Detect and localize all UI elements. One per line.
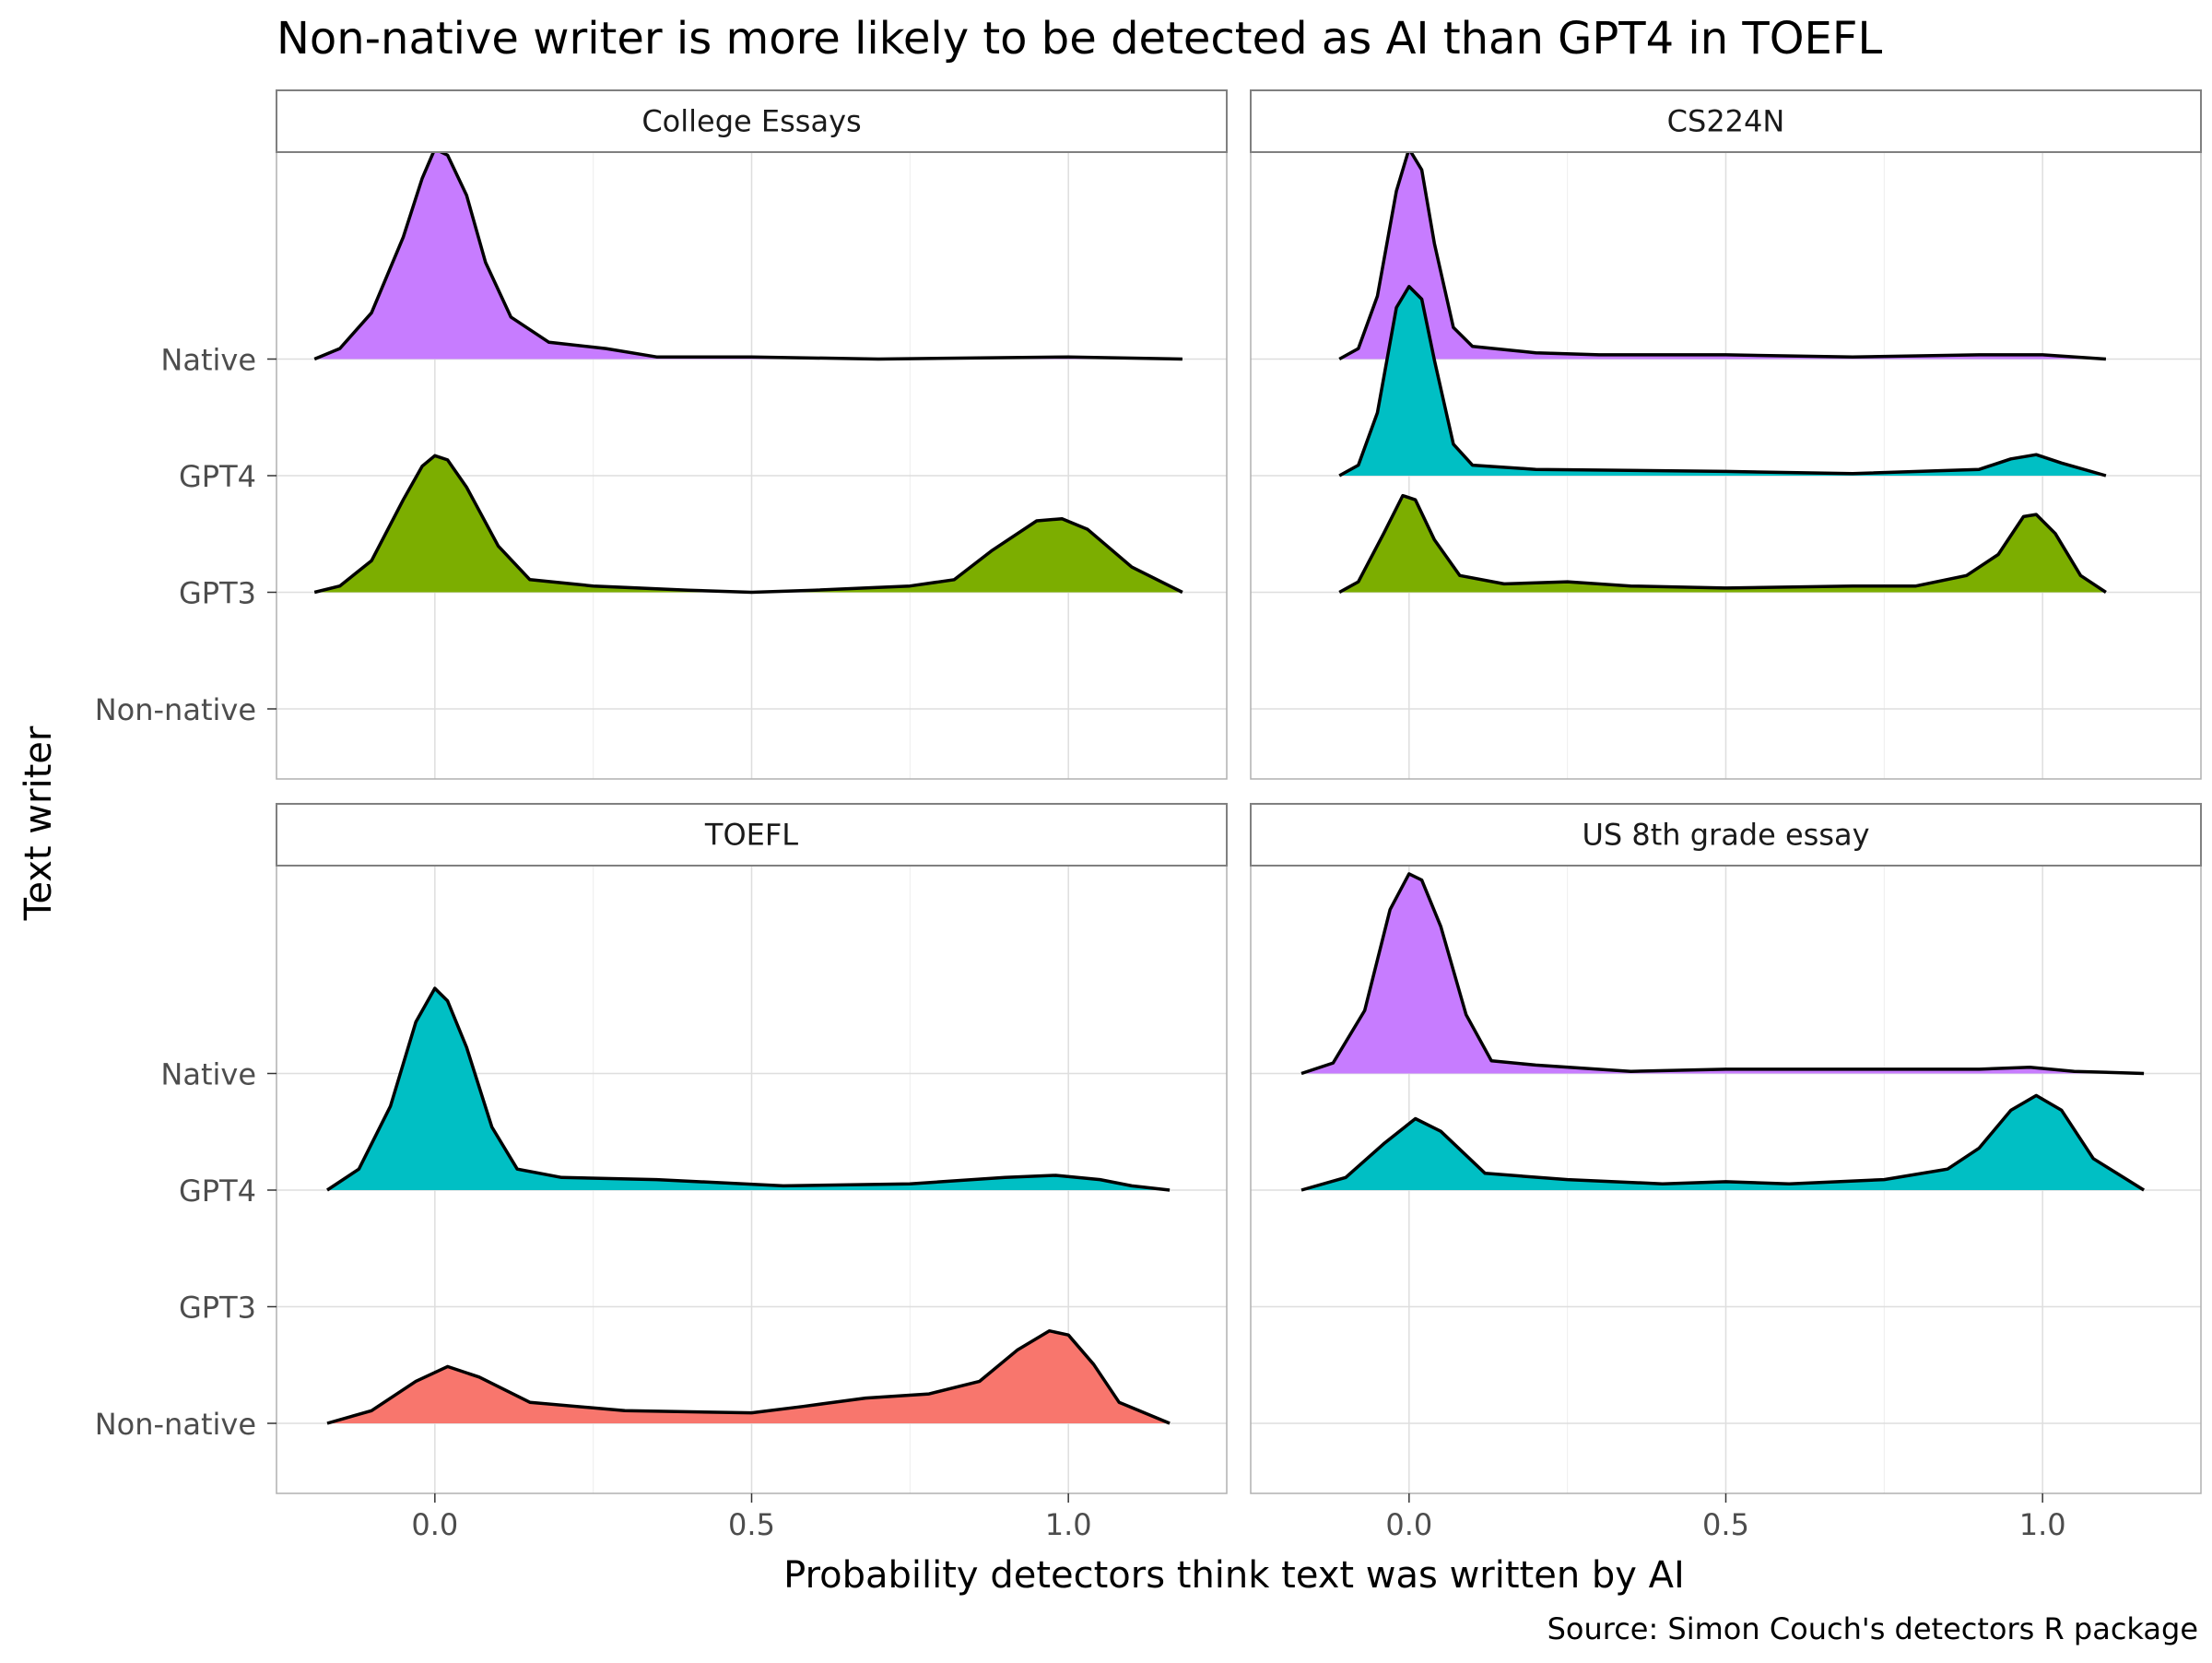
facet-panel: TOEFL Non-native GPT3 GPT4 Native 0.0 0.5 1.0: [95, 803, 1228, 1542]
x-tick-label: 0.5: [1702, 1507, 1749, 1542]
chart-caption: Source: Simon Couch's detectors R packag…: [1547, 1611, 2198, 1646]
x-tick-label: 0.0: [1385, 1507, 1432, 1542]
y-tick-label: GPT3: [179, 1291, 256, 1326]
x-tick-label: 0.5: [728, 1507, 775, 1542]
y-tick-label: Non-native: [95, 1407, 256, 1442]
y-tick-label: Non-native: [95, 692, 256, 727]
density-line: [1338, 147, 2107, 361]
facet-strip: [276, 89, 1228, 153]
density-area: [1301, 1095, 2145, 1190]
y-tick-label: GPT3: [179, 576, 256, 611]
density-line: [313, 454, 1183, 595]
density-area: [314, 148, 1182, 360]
facet-strip-label: US 8th grade essay: [1582, 818, 1869, 853]
chart-title: Non-native writer is more likely to be d…: [276, 13, 1882, 65]
density-area: [314, 455, 1182, 593]
density-area: [327, 988, 1171, 1190]
density-area: [1301, 873, 2145, 1074]
facet-strip-label: College Essays: [641, 104, 861, 139]
x-tick-label: 1.0: [2019, 1507, 2066, 1542]
facet-strip: [1250, 89, 2202, 153]
facet-strip-label: TOEFL: [704, 818, 798, 853]
y-tick-label: GPT4: [179, 459, 256, 494]
facet-strip: [276, 803, 1228, 867]
density-line: [313, 147, 1182, 361]
facet-panel: CS224N: [1250, 89, 2202, 780]
density-line: [1300, 872, 2145, 1076]
facet-strip-label: CS224N: [1667, 104, 1785, 139]
density-line: [1338, 493, 2107, 595]
x-tick-label: 0.0: [411, 1507, 458, 1542]
facets-layer: College Essays Non-native GPT3 GPT4 Native CS…: [95, 89, 2202, 1542]
density-area: [1339, 495, 2106, 593]
density-area: [327, 1330, 1171, 1423]
x-axis-label: Probability detectors think text was wri…: [783, 1554, 1685, 1597]
density-line: [326, 1328, 1171, 1425]
y-tick-label: Native: [160, 343, 256, 378]
density-line: [1300, 1093, 2146, 1192]
facet-panel: US 8th grade essay 0.0 0.5 1.0: [1250, 803, 2202, 1542]
x-tick-label: 1.0: [1045, 1507, 1092, 1542]
facet-panel: College Essays Non-native GPT3 GPT4 Native: [95, 89, 1228, 780]
y-axis-label: Text writer: [18, 725, 60, 921]
y-tick-label: GPT4: [179, 1174, 256, 1209]
facet-strip: [1250, 803, 2202, 867]
density-line: [1338, 285, 2107, 478]
y-tick-label: Native: [160, 1057, 256, 1092]
density-line: [326, 986, 1171, 1192]
